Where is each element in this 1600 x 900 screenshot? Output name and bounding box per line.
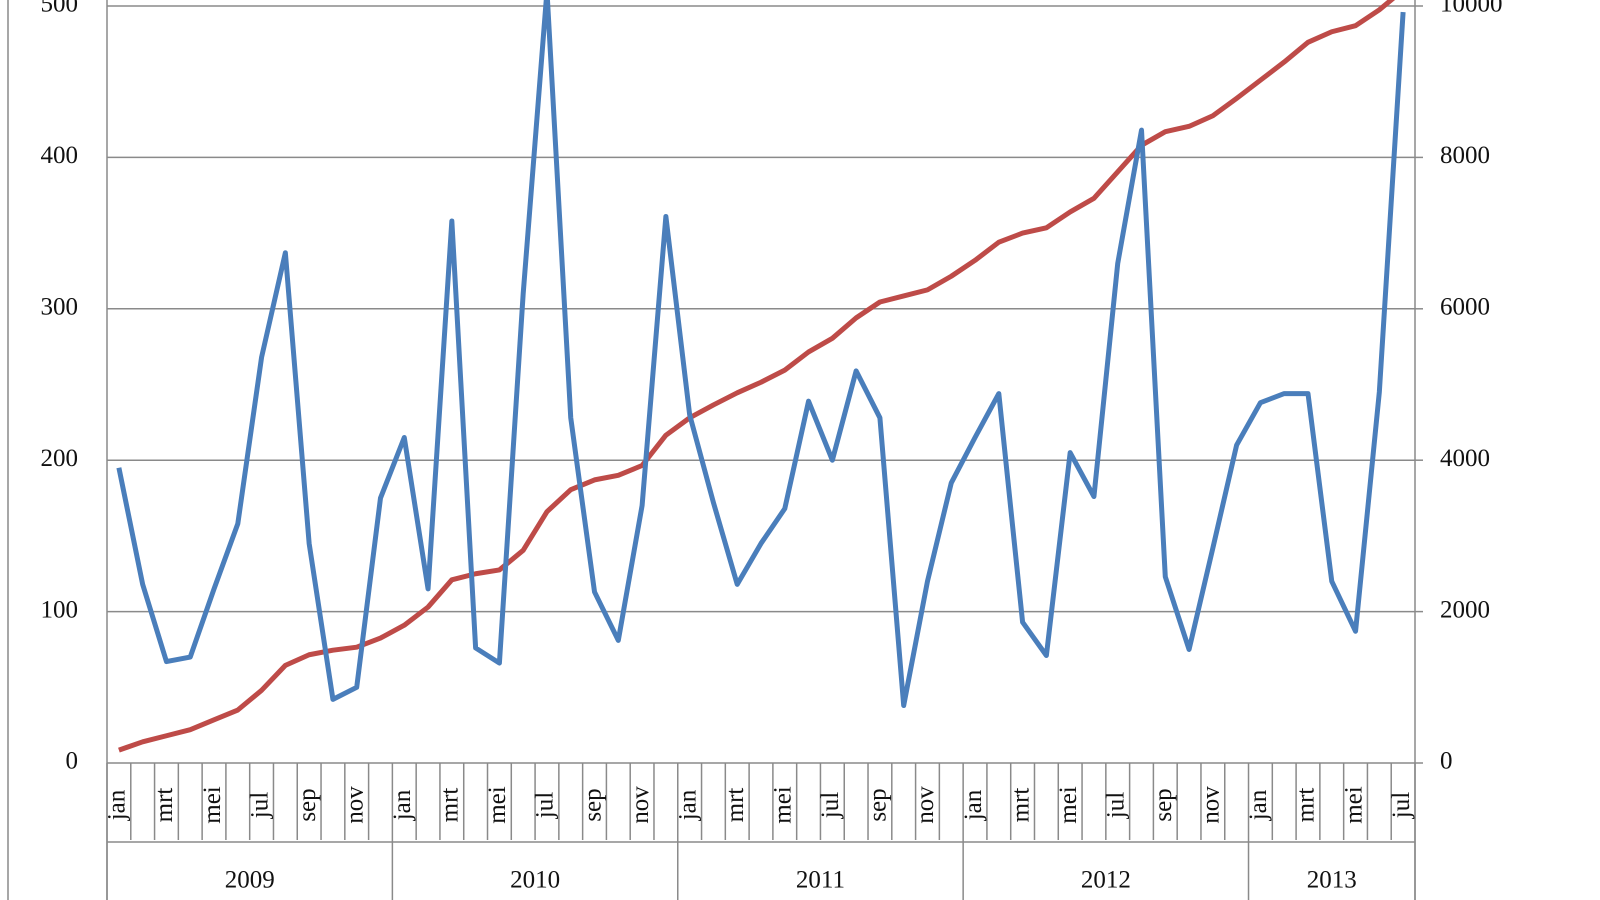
x-tick-label: mrt (437, 788, 464, 823)
x-tick-label: jul (1102, 792, 1129, 819)
x-tick-label: nov (912, 786, 939, 824)
y2-tick-label: 6000 (1440, 294, 1490, 321)
x-tick-label: jul (246, 792, 273, 819)
x-tick-label: jan (674, 789, 701, 821)
x-tick-label: mei (770, 786, 797, 824)
x-tick-label: mei (1340, 786, 1367, 824)
x-tick-label: nov (341, 786, 368, 824)
x-tick-label: jul (817, 792, 844, 819)
group-label: 2009 (225, 867, 275, 894)
y2-tick-label: 8000 (1440, 142, 1490, 169)
x-tick-label: mrt (1293, 788, 1320, 823)
group-label: 2013 (1307, 867, 1357, 894)
y-tick-label: 100 (41, 596, 79, 623)
group-label: 2010 (510, 867, 560, 894)
x-tick-label: jan (104, 789, 131, 821)
x-tick-label: mrt (1007, 788, 1034, 823)
x-tick-label: sep (579, 788, 606, 821)
series-line (116, 0, 1406, 708)
x-tick-label: jan (389, 789, 416, 821)
x-tick-label: mrt (722, 788, 749, 823)
x-tick-label: sep (865, 788, 892, 821)
x-tick-label: jan (960, 789, 987, 821)
y-tick-label: 500 (41, 0, 79, 18)
x-tick-label: sep (1150, 788, 1177, 821)
x-tick-label: sep (294, 788, 321, 821)
group-label: 2011 (796, 867, 845, 894)
y-tick-label: 0 (66, 748, 79, 775)
y2-tick-label: 2000 (1440, 596, 1490, 623)
y2-tick-label: 0 (1440, 748, 1453, 775)
x-tick-label: nov (1198, 786, 1225, 824)
x-tick-label: mei (1055, 786, 1082, 824)
y2-tick-label: 4000 (1440, 445, 1490, 472)
x-tick-label: mei (484, 786, 511, 824)
group-label: 2012 (1081, 867, 1131, 894)
y-tick-label: 300 (41, 294, 79, 321)
x-tick-label: mei (199, 786, 226, 824)
series-line (118, 0, 1396, 753)
x-tick-label: mrt (151, 788, 178, 823)
x-tick-label: jan (1245, 789, 1272, 821)
y2-tick-label: 10000 (1440, 0, 1503, 18)
x-tick-label: nov (627, 786, 654, 824)
x-tick-label: jul (532, 792, 559, 819)
y-tick-label: 200 (41, 445, 79, 472)
x-tick-label: jul (1388, 792, 1415, 819)
y-tick-label: 400 (41, 142, 79, 169)
